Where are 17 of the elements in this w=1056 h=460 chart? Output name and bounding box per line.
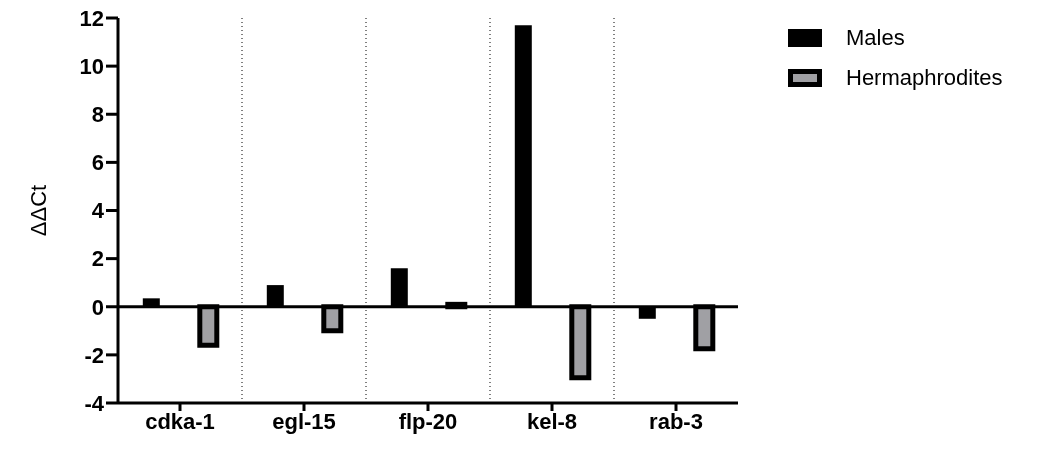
y-tick-label: 8 — [91, 102, 104, 128]
x-tick-label: flp-20 — [398, 408, 458, 434]
y-tick-label: -2 — [84, 342, 104, 368]
y-tick-label: 2 — [91, 246, 104, 272]
x-tick-label: rab-3 — [649, 408, 703, 434]
y-tick-label: 0 — [91, 294, 104, 320]
y-tick-label: 12 — [79, 5, 104, 31]
y-tick-label: 10 — [79, 53, 104, 79]
y-tick-label: 6 — [91, 150, 104, 176]
x-tick-label: kel-8 — [526, 408, 578, 434]
legend-label: Hermaphrodites — [846, 65, 1003, 91]
y-axis-title: ΔΔCt — [25, 184, 51, 237]
y-tick-label: 4 — [91, 198, 105, 224]
legend-label: Males — [846, 25, 905, 51]
y-tick-label: -4 — [84, 390, 105, 416]
x-tick-label: cdka-1 — [145, 408, 215, 434]
x-tick-label: egl-15 — [272, 408, 336, 434]
